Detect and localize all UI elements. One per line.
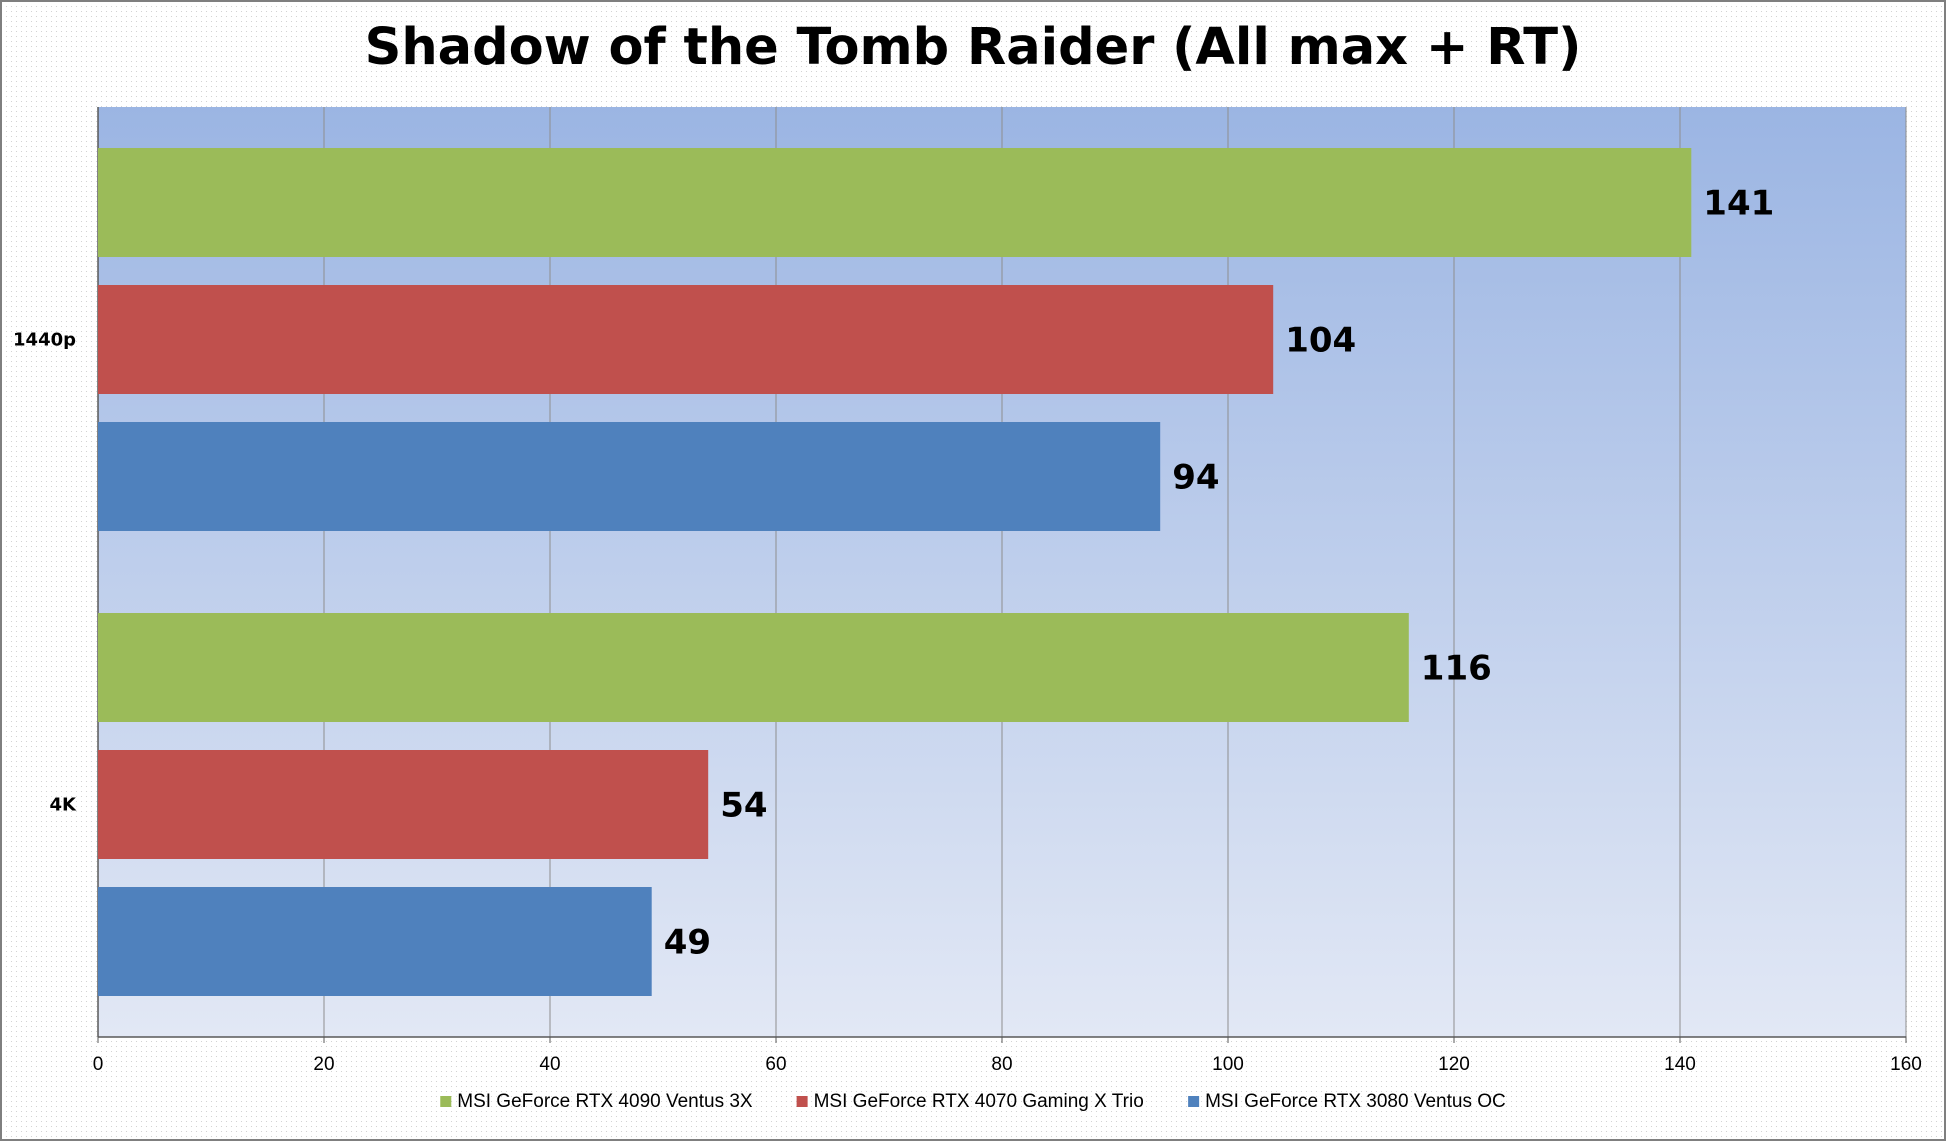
x-tick-label: 120: [1438, 1054, 1470, 1075]
data-label: 49: [664, 923, 711, 963]
data-label: 116: [1421, 649, 1492, 689]
bar: [98, 887, 652, 996]
x-tick-label: 160: [1890, 1054, 1922, 1075]
legend: MSI GeForce RTX 4090 Ventus 3X MSI GeForc…: [440, 1091, 1506, 1112]
bar: [98, 148, 1692, 257]
legend-label: MSI GeForce RTX 4090 Ventus 3X: [457, 1091, 753, 1112]
bar: [98, 285, 1274, 394]
x-tick-label: 40: [539, 1054, 560, 1075]
data-label: 104: [1285, 321, 1356, 361]
legend-swatch: [796, 1096, 808, 1107]
data-labels: 141 104 94 116 54 49: [664, 184, 1775, 963]
legend-label: MSI GeForce RTX 4070 Gaming X Trio: [814, 1091, 1144, 1112]
category-label: 1440p: [13, 330, 76, 351]
bars: [98, 148, 1692, 996]
bar: [98, 613, 1409, 722]
legend-label: MSI GeForce RTX 3080 Ventus OC: [1205, 1091, 1506, 1112]
x-tick-label: 140: [1664, 1054, 1696, 1075]
bar: [98, 422, 1161, 531]
x-tick-label: 60: [765, 1054, 786, 1075]
chart-title: Shadow of the Tomb Raider (All max + RT): [365, 18, 1582, 77]
gridlines: [323, 107, 1907, 1037]
data-label: 54: [720, 786, 767, 826]
category-label: 4K: [50, 795, 78, 816]
legend-swatch: [1188, 1096, 1200, 1107]
legend-swatch: [440, 1096, 452, 1107]
x-tick-label: 20: [313, 1054, 334, 1075]
data-label: 141: [1703, 184, 1774, 224]
x-tick-label: 80: [991, 1054, 1012, 1075]
data-label: 94: [1172, 458, 1219, 498]
axes: 0 20 40 60 80 100 120 140 160 1440p 4K: [13, 107, 1922, 1075]
x-tick-label: 100: [1212, 1054, 1244, 1075]
x-tick-label: 0: [93, 1054, 104, 1075]
bar: [98, 750, 709, 859]
